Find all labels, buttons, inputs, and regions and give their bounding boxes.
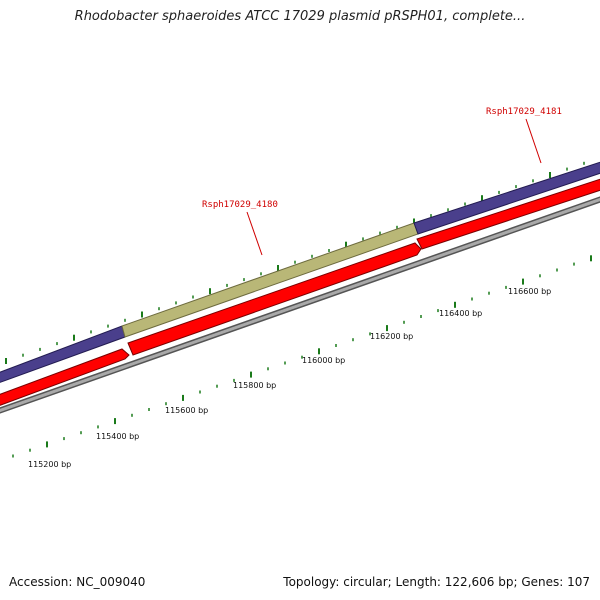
red-feature-right[interactable] <box>416 176 600 250</box>
backbone-line-highlight <box>0 197 600 413</box>
map-title: Rhodobacter sphaeroides ATCC 17029 plasm… <box>74 9 526 24</box>
tick-label-115800: 115800 bp <box>233 381 276 390</box>
blue-feature-rsph17029-4181[interactable] <box>413 159 600 235</box>
tick-label-115400: 115400 bp <box>96 432 139 441</box>
leader-line-4181 <box>525 118 542 164</box>
gene-label-rsph17029-4180[interactable]: Rsph17029_4180 <box>202 200 278 210</box>
leader-line-4180 <box>246 211 263 256</box>
tick-label-116400: 116400 bp <box>439 309 482 318</box>
lower-tick-marks <box>12 255 592 458</box>
genome-summary-text: Topology: circular; Length: 122,606 bp; … <box>283 575 590 589</box>
tick-label-116600: 116600 bp <box>508 287 551 296</box>
tick-label-115200: 115200 bp <box>28 460 71 469</box>
upper-tick-marks <box>5 161 585 364</box>
accession-text: Accession: NC_009040 <box>9 575 146 589</box>
gene-label-rsph17029-4181[interactable]: Rsph17029_4181 <box>486 107 562 117</box>
red-feature-middle[interactable] <box>127 242 422 356</box>
tick-label-116000: 116000 bp <box>302 356 345 365</box>
tick-label-115600: 115600 bp <box>165 406 208 415</box>
red-feature-left[interactable] <box>0 348 130 409</box>
tick-label-116200: 116200 bp <box>370 332 413 341</box>
